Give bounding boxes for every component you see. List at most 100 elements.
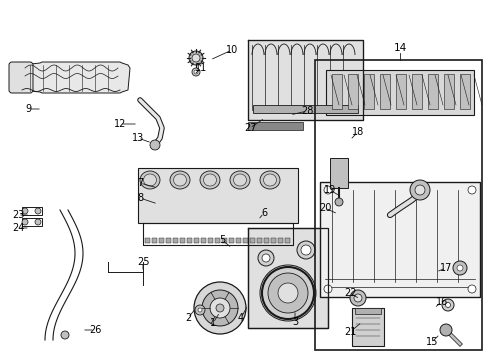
- Bar: [145, 238, 150, 243]
- Bar: [222, 238, 227, 243]
- Text: 21: 21: [344, 327, 356, 337]
- Circle shape: [335, 198, 343, 206]
- Text: 7: 7: [137, 178, 143, 188]
- Circle shape: [468, 186, 476, 194]
- Bar: [201, 238, 206, 243]
- Text: 1: 1: [210, 318, 216, 328]
- Text: 22: 22: [344, 288, 356, 298]
- Bar: [285, 238, 290, 243]
- Circle shape: [278, 283, 298, 303]
- Circle shape: [198, 308, 202, 312]
- Bar: [166, 238, 171, 243]
- Text: 25: 25: [137, 257, 149, 267]
- Text: 6: 6: [261, 208, 267, 218]
- Text: 11: 11: [195, 63, 207, 73]
- Bar: [412, 74, 422, 109]
- Text: 16: 16: [436, 297, 448, 307]
- Bar: [444, 74, 454, 109]
- Circle shape: [192, 68, 200, 76]
- Circle shape: [22, 219, 28, 225]
- Bar: [315, 60, 482, 350]
- Bar: [152, 238, 157, 243]
- Polygon shape: [248, 228, 328, 328]
- Text: 23: 23: [12, 210, 24, 220]
- Circle shape: [210, 298, 230, 318]
- Text: 28: 28: [301, 106, 313, 116]
- Bar: [380, 74, 390, 109]
- Circle shape: [61, 331, 69, 339]
- FancyBboxPatch shape: [9, 62, 33, 93]
- Circle shape: [192, 54, 200, 62]
- Bar: [364, 74, 374, 109]
- Circle shape: [22, 208, 28, 214]
- Circle shape: [324, 186, 332, 194]
- Bar: [330, 158, 348, 188]
- Circle shape: [258, 250, 274, 266]
- Ellipse shape: [173, 174, 187, 186]
- Bar: [278, 238, 283, 243]
- Ellipse shape: [200, 171, 220, 189]
- Bar: [257, 238, 262, 243]
- Circle shape: [442, 299, 454, 311]
- Bar: [355, 308, 381, 314]
- Circle shape: [354, 294, 362, 302]
- Text: 18: 18: [352, 127, 364, 137]
- Bar: [396, 74, 406, 109]
- Bar: [320, 182, 480, 297]
- Circle shape: [468, 285, 476, 293]
- Circle shape: [457, 265, 463, 271]
- Circle shape: [262, 254, 270, 262]
- Circle shape: [150, 140, 160, 150]
- Bar: [315, 60, 482, 350]
- Circle shape: [297, 241, 315, 259]
- Bar: [229, 238, 234, 243]
- Text: 27: 27: [244, 123, 256, 133]
- Circle shape: [301, 245, 311, 255]
- Text: 13: 13: [132, 133, 144, 143]
- Circle shape: [350, 290, 366, 306]
- Bar: [236, 238, 241, 243]
- Circle shape: [268, 273, 308, 313]
- Bar: [243, 238, 248, 243]
- Circle shape: [324, 285, 332, 293]
- Ellipse shape: [140, 171, 160, 189]
- Polygon shape: [248, 40, 363, 120]
- Circle shape: [216, 304, 224, 312]
- Text: 19: 19: [324, 185, 336, 195]
- Bar: [248, 122, 303, 130]
- Bar: [352, 308, 384, 346]
- Bar: [215, 238, 220, 243]
- Text: 8: 8: [137, 193, 143, 203]
- Polygon shape: [326, 70, 474, 115]
- Circle shape: [35, 208, 41, 214]
- Text: 12: 12: [114, 119, 126, 129]
- Bar: [332, 74, 342, 109]
- Bar: [460, 74, 470, 109]
- Ellipse shape: [144, 174, 156, 186]
- Bar: [348, 74, 358, 109]
- Bar: [194, 238, 199, 243]
- Ellipse shape: [170, 171, 190, 189]
- Circle shape: [415, 185, 425, 195]
- Circle shape: [195, 305, 205, 315]
- Circle shape: [189, 51, 203, 65]
- Bar: [173, 238, 178, 243]
- Bar: [180, 238, 185, 243]
- Bar: [22, 207, 42, 215]
- Circle shape: [445, 302, 450, 307]
- Ellipse shape: [264, 174, 276, 186]
- Bar: [428, 74, 438, 109]
- Bar: [264, 238, 269, 243]
- Circle shape: [440, 324, 452, 336]
- Text: 24: 24: [12, 223, 24, 233]
- Text: 10: 10: [226, 45, 238, 55]
- Ellipse shape: [234, 174, 246, 186]
- Bar: [271, 238, 276, 243]
- Text: 4: 4: [238, 313, 244, 323]
- Ellipse shape: [203, 174, 217, 186]
- Ellipse shape: [230, 171, 250, 189]
- Text: 17: 17: [440, 263, 452, 273]
- Text: 15: 15: [426, 337, 438, 347]
- Circle shape: [453, 261, 467, 275]
- Circle shape: [202, 290, 238, 326]
